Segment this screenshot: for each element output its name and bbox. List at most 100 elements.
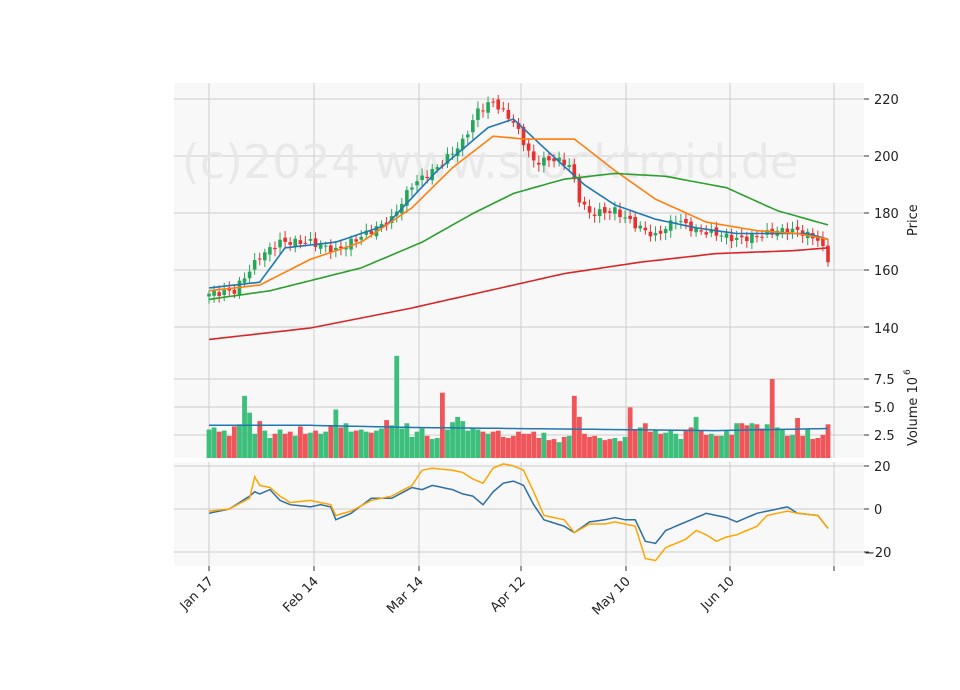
oscillator-line	[208, 480, 829, 545]
volume-bar	[439, 392, 445, 458]
volume-bar	[206, 429, 212, 458]
candle-body	[415, 181, 419, 186]
candle-body	[816, 237, 820, 241]
volume-bar	[546, 440, 552, 458]
candle-body	[308, 239, 313, 241]
candle-body	[217, 292, 221, 296]
volume-bar	[566, 435, 572, 458]
volume-bar	[653, 429, 658, 458]
x-tick-label: Mar 14	[384, 574, 427, 617]
volume-bar	[338, 427, 344, 458]
candle-body	[658, 230, 663, 234]
price-tick-label: 200	[874, 150, 899, 165]
volume-bar	[642, 423, 648, 458]
candle-body	[328, 245, 333, 253]
price-tick-label: 140	[874, 322, 899, 337]
volume-bar	[404, 423, 410, 458]
volume-bar	[708, 433, 714, 458]
volume-bar	[414, 431, 420, 458]
x-tick-label: May 10	[590, 574, 634, 618]
price-axis-label: Price	[906, 204, 921, 236]
candle-body	[430, 169, 435, 181]
volume-bar	[800, 435, 806, 458]
volume-bar	[358, 429, 364, 458]
volume-bar	[561, 436, 567, 458]
volume-bar	[455, 416, 461, 458]
candle-body	[278, 239, 282, 248]
x-tick-label: Apr 12	[488, 574, 529, 615]
volume-bar	[287, 431, 293, 458]
volume-bar	[465, 430, 471, 458]
volume-bar	[521, 433, 526, 458]
volume-bar	[729, 434, 734, 458]
candle-body	[552, 158, 556, 162]
oscillator-tick-label: −20	[864, 546, 891, 561]
volume-bar	[221, 430, 227, 458]
candle-body	[252, 260, 257, 270]
candle-body	[729, 234, 734, 242]
candle-body	[207, 293, 211, 297]
candle-body	[445, 154, 450, 164]
volume-bar	[759, 428, 765, 458]
volume-bar	[495, 430, 501, 458]
candle-body	[410, 187, 414, 190]
candle-body	[283, 237, 287, 242]
volume-bar	[237, 424, 242, 458]
volume-bar	[328, 426, 334, 458]
volume-bar	[764, 424, 770, 458]
volume-axis-text: Volume 10	[906, 377, 921, 446]
volume-bar	[450, 422, 455, 458]
volume-bar	[668, 430, 674, 458]
candle-body	[288, 242, 292, 245]
volume-bar	[511, 435, 516, 458]
volume-bar	[323, 431, 329, 458]
candle-body	[567, 165, 572, 168]
candle-body	[303, 242, 308, 244]
candle-body	[460, 138, 465, 150]
candle-body	[273, 247, 277, 250]
candle-body	[339, 246, 343, 249]
volume-bar	[470, 427, 476, 458]
candle-body	[369, 231, 374, 235]
candle-body	[760, 236, 764, 238]
candle-body	[724, 233, 729, 238]
volume-bar	[683, 430, 689, 458]
volume-bar	[267, 437, 273, 458]
candle-body	[648, 231, 653, 237]
volume-bar	[820, 434, 826, 458]
volume-bar	[353, 430, 359, 458]
volume-bar	[587, 436, 592, 458]
volume-bar	[242, 395, 247, 458]
volume-bar	[607, 439, 613, 458]
volume-bar	[485, 433, 491, 458]
volume-bar	[297, 426, 303, 458]
candle-body	[694, 228, 698, 233]
volume-bar	[795, 417, 800, 458]
volume-bar	[713, 435, 719, 458]
volume-bar	[556, 442, 562, 458]
volume-bar	[399, 428, 405, 458]
volume-bar	[673, 433, 679, 458]
volume-bar	[247, 412, 252, 458]
watermark-text: (c)2024 www.stocktroid.de	[182, 135, 798, 189]
volume-bar	[303, 433, 308, 458]
candle-body	[435, 167, 440, 170]
volume-bar	[434, 437, 440, 458]
volume-bar	[663, 432, 669, 458]
volume-bar	[516, 431, 521, 458]
candle-body	[344, 247, 348, 250]
volume-bar	[790, 434, 795, 458]
volume-bar	[592, 435, 598, 458]
candle-body	[364, 230, 369, 235]
volume-axis-label: Volume 10 6	[903, 369, 921, 446]
candle-body	[790, 228, 795, 233]
volume-bar	[719, 435, 724, 458]
volume-bar	[597, 437, 603, 458]
candle-body	[734, 237, 739, 240]
volume-tick-label: 7.5	[874, 373, 895, 388]
oscillator-panel	[174, 462, 864, 566]
volume-bar	[379, 428, 384, 458]
moving-average-lines	[208, 118, 829, 341]
moving-average-line	[208, 135, 829, 292]
